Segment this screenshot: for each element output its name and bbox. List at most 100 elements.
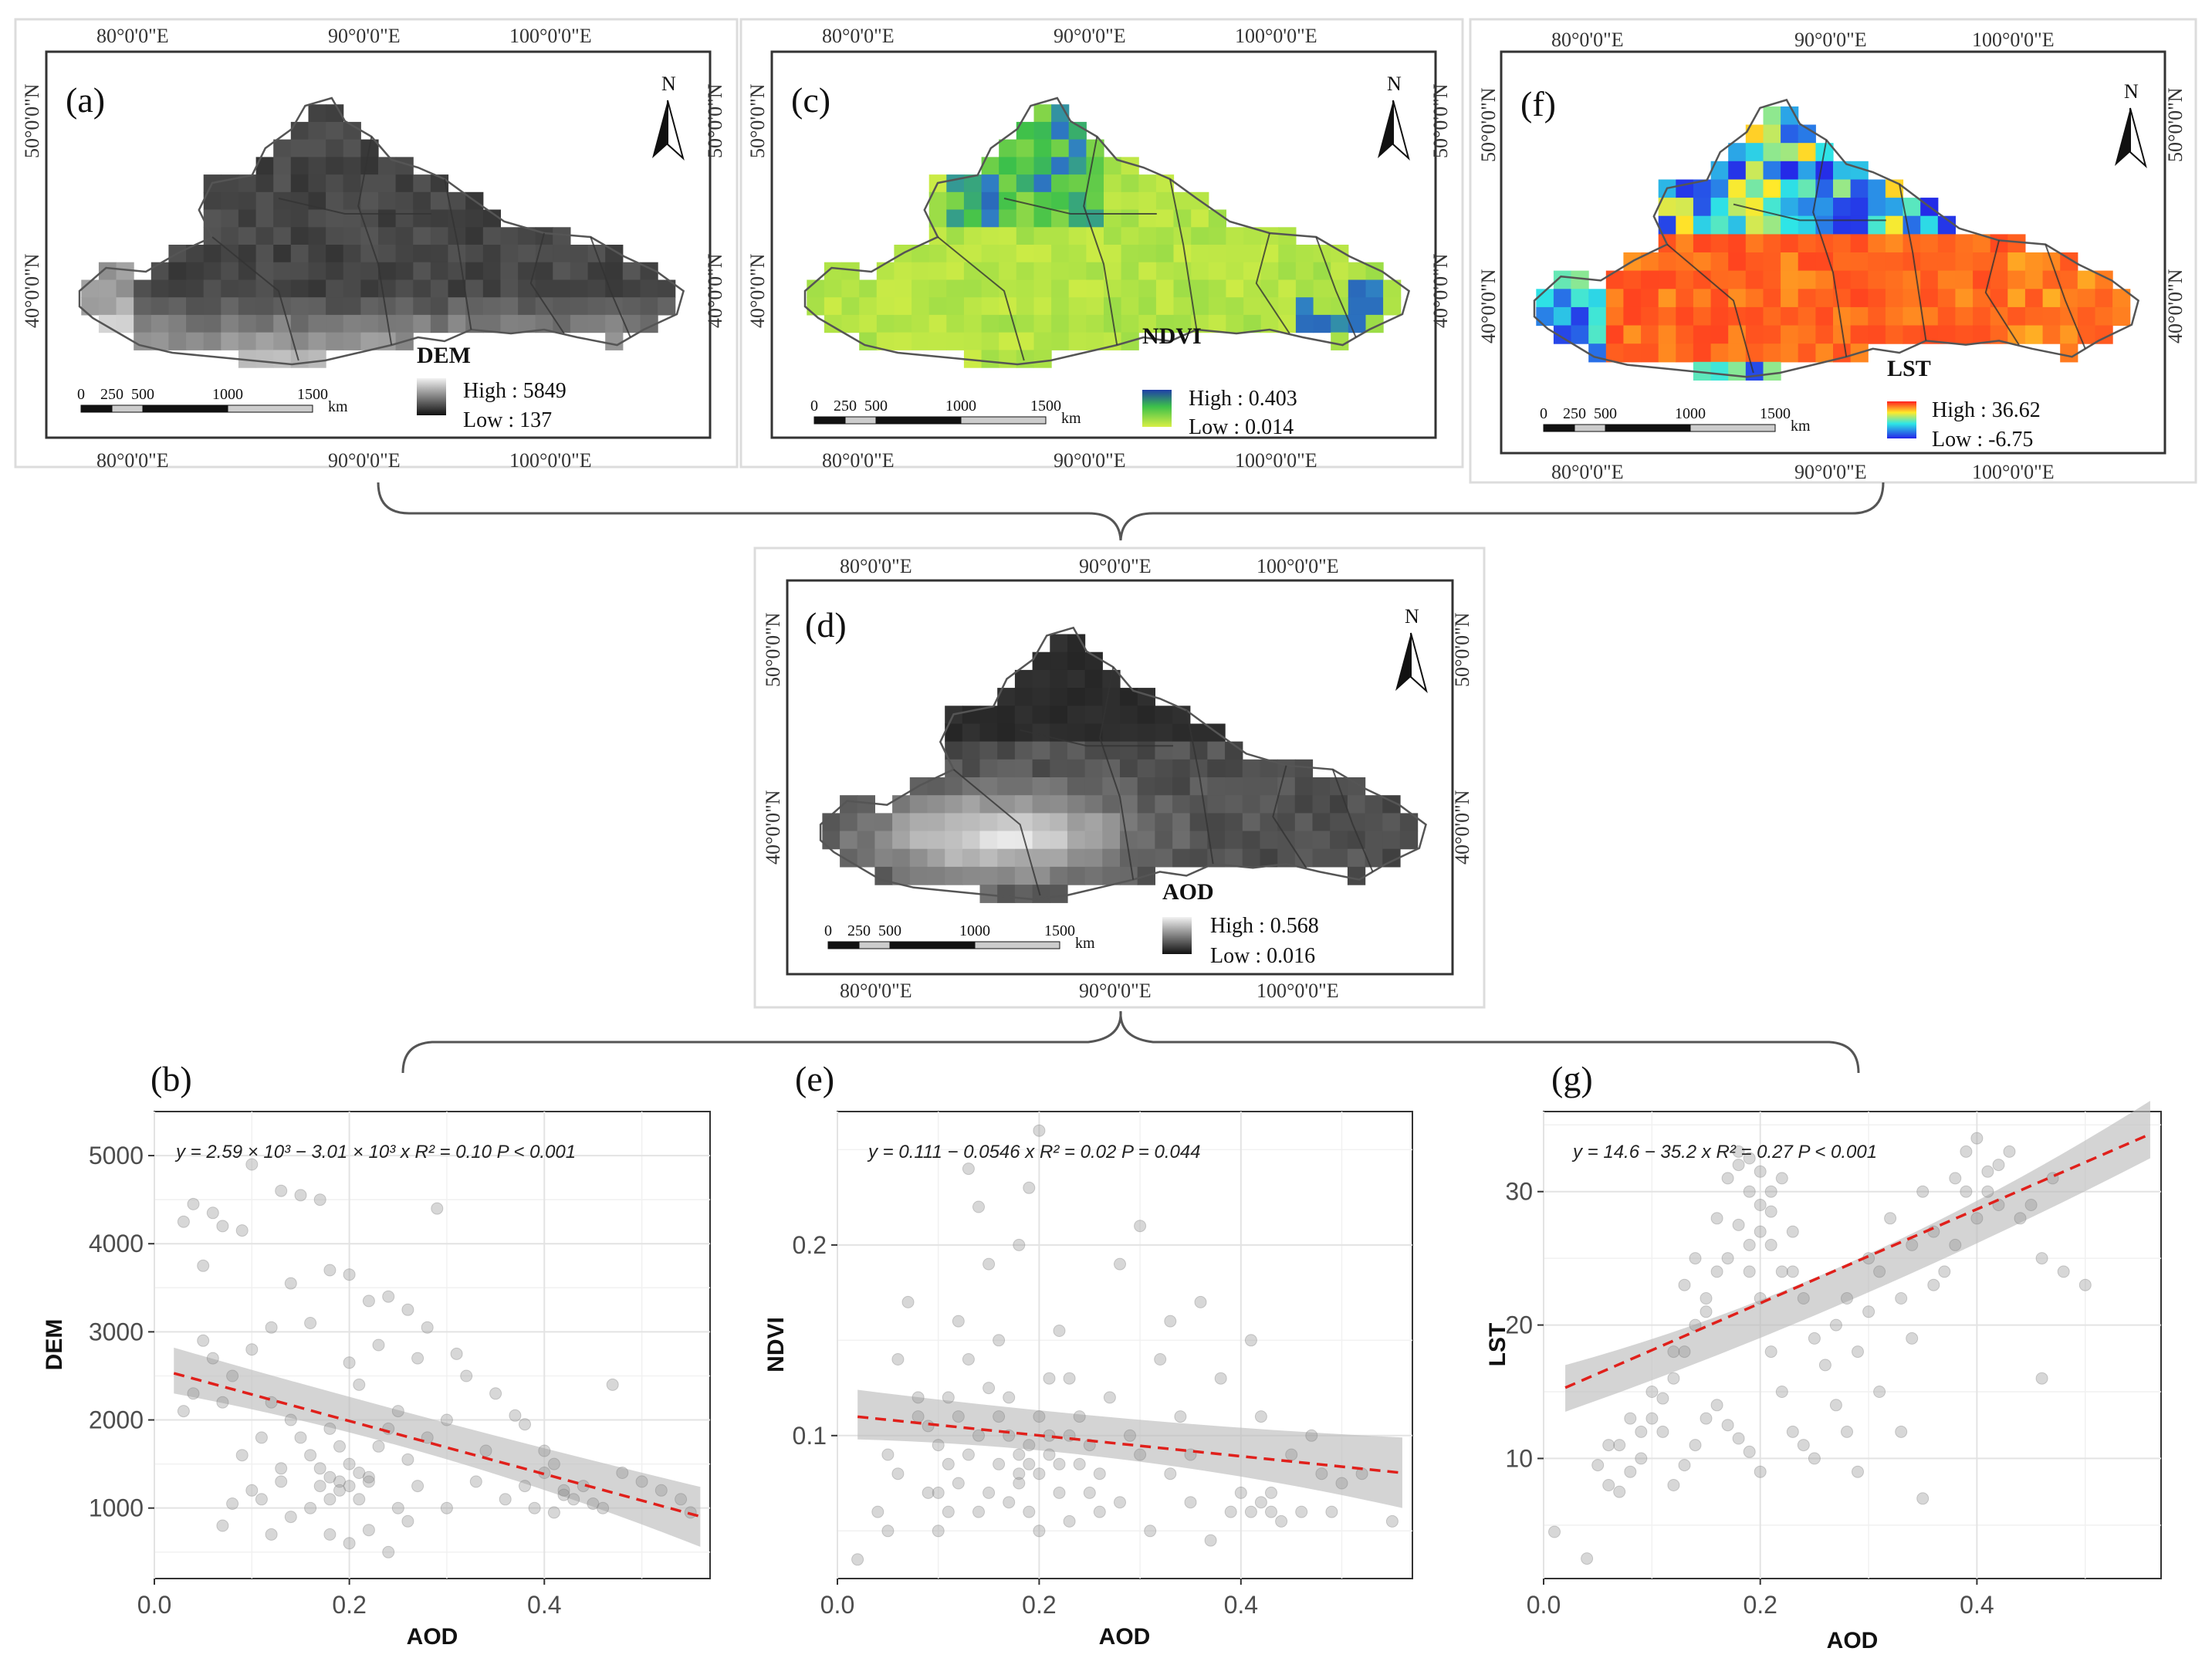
data-point	[343, 1457, 356, 1470]
legend-ndvi: NDVI High : 0.403 Low : 0.014	[1142, 323, 1297, 439]
raster-cell	[1050, 866, 1068, 885]
raster-cell	[1067, 741, 1086, 760]
raster-cell	[999, 245, 1017, 263]
raster-cell	[203, 191, 222, 211]
data-point	[922, 1420, 935, 1433]
scale-segment	[80, 404, 113, 413]
raster-cell	[1121, 297, 1139, 316]
raster-cell	[928, 332, 947, 350]
scale-segment	[875, 416, 962, 425]
raster-cell	[1084, 706, 1103, 725]
raster-cell	[1050, 848, 1068, 868]
raster-cell	[1553, 289, 1572, 308]
raster-cell	[326, 227, 344, 245]
raster-cell	[2060, 343, 2078, 363]
data-point	[226, 1369, 239, 1382]
top-lon-3: 100°0'0"E	[1972, 29, 2055, 51]
raster-cell	[1658, 306, 1676, 327]
data-point	[932, 1486, 945, 1499]
data-point	[1808, 1332, 1821, 1345]
raster-cell	[605, 314, 624, 333]
raster-cell	[1260, 777, 1278, 796]
data-point	[1325, 1505, 1338, 1518]
data-point	[1852, 1465, 1864, 1478]
top-lon-1: 80°0'0"E	[1551, 29, 1624, 51]
raster-cell	[1641, 343, 1659, 363]
data-point	[177, 1215, 190, 1228]
tick-labels: 0.0 0.2 0.4 10 20 30	[1505, 1178, 1994, 1619]
scale-segment	[889, 941, 976, 949]
region-outline	[819, 626, 1427, 901]
raster-cell	[1365, 795, 1383, 814]
y-tick-label: 3000	[89, 1318, 144, 1345]
raster-cell	[1104, 209, 1122, 228]
data-point	[177, 1405, 190, 1418]
raster-cell	[273, 245, 292, 263]
data-point	[313, 1480, 326, 1493]
data-point	[1721, 1419, 1734, 1432]
raster-cell	[482, 279, 501, 298]
data-point	[1624, 1412, 1637, 1425]
raster-cell	[290, 262, 309, 280]
raster-cell	[946, 332, 965, 350]
data-point	[235, 1224, 249, 1237]
raster-cell	[553, 245, 571, 263]
ndvi-raster	[803, 96, 1411, 368]
province-border	[1899, 184, 1927, 341]
raster-cell	[1920, 234, 1939, 253]
raster-cell	[1138, 279, 1157, 298]
legend-low: Low : 137	[463, 408, 552, 432]
raster-cell	[1833, 215, 1852, 235]
data-point	[983, 1382, 996, 1395]
data-point	[343, 1356, 356, 1369]
raster-cell	[1693, 215, 1712, 235]
raster-cell	[1121, 279, 1139, 298]
raster-cell	[928, 314, 947, 333]
raster-cell	[1571, 325, 1589, 344]
raster-cell	[1885, 306, 1904, 327]
north-label: N	[1387, 73, 1402, 95]
data-point	[1635, 1452, 1648, 1465]
raster-cell	[1173, 191, 1192, 211]
data-points	[851, 1124, 1399, 1566]
data-points	[1548, 1132, 2092, 1565]
raster-cell	[413, 245, 431, 263]
raster-cell	[605, 332, 624, 350]
raster-cell	[981, 174, 999, 193]
raster-cell	[909, 795, 928, 814]
data-point	[1754, 1199, 1767, 1211]
raster-cell	[981, 227, 999, 245]
raster-cell	[255, 209, 274, 228]
raster-cell	[1172, 759, 1191, 778]
raster-cell	[1067, 759, 1086, 778]
left-lat-2: 40°0'0"N	[762, 790, 784, 865]
data-point	[1154, 1353, 1167, 1366]
scale-tick-label: 1000	[1675, 405, 1706, 422]
raster-cell	[395, 245, 414, 263]
raster-cell	[1868, 252, 1886, 272]
scale-tick-label: 500	[864, 398, 888, 415]
raster-cell	[1086, 227, 1104, 245]
right-lat-1: 50°0'0"N	[704, 83, 726, 158]
raster-cell	[1815, 270, 1834, 289]
scale-tick-label: 0	[810, 398, 818, 415]
raster-cell	[1191, 245, 1209, 263]
raster-cell	[962, 848, 981, 868]
data-point	[206, 1352, 219, 1365]
data-point	[1841, 1425, 1853, 1438]
tick-labels: 0.0 0.2 0.4 0.1 0.2	[793, 1231, 1259, 1619]
data-point	[1224, 1505, 1237, 1518]
y-axis-title: DEM	[42, 1319, 67, 1371]
bottom-lon-2: 90°0'0"E	[328, 449, 401, 472]
raster-cell	[1225, 848, 1243, 868]
lst-raster	[1533, 98, 2140, 381]
raster-cell	[997, 795, 1016, 814]
raster-cell	[1903, 198, 1921, 217]
data-point	[538, 1444, 551, 1457]
raster-cell	[1173, 245, 1192, 263]
x-tick-label: 0.2	[1743, 1591, 1777, 1619]
raster-cell	[308, 174, 326, 193]
raster-cell	[221, 174, 239, 193]
top-bracket	[377, 482, 1885, 541]
raster-cell	[1155, 209, 1175, 228]
